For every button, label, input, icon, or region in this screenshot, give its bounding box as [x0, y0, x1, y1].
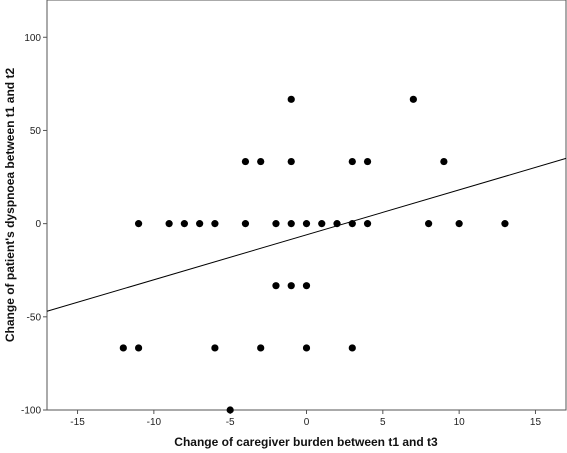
x-tick-label: -10 [147, 417, 162, 428]
x-tick-label: -5 [226, 417, 235, 428]
data-point [348, 220, 356, 228]
data-point [363, 157, 372, 166]
x-tick-label: 5 [380, 417, 386, 428]
data-point [302, 282, 311, 290]
data-point [226, 406, 234, 414]
data-points [119, 95, 509, 414]
x-axis-title: Change of caregiver burden between t1 an… [174, 435, 438, 449]
data-point [180, 220, 188, 228]
data-point [287, 220, 295, 228]
fit-line-layer [46, 157, 567, 312]
data-point [165, 220, 173, 228]
y-axis-title: Change of patient's dyspnoea between t1 … [3, 68, 17, 343]
data-point [348, 344, 356, 352]
data-point [501, 220, 509, 228]
data-point [333, 220, 341, 228]
data-point [241, 157, 250, 166]
data-point [409, 95, 417, 103]
data-point [318, 220, 326, 228]
data-point [196, 220, 204, 228]
y-tick-label: -50 [27, 312, 42, 323]
y-tick-label: -100 [21, 406, 41, 417]
x-axis-ticks: -15 -10 -5 0 5 10 15 [70, 410, 541, 428]
data-point [119, 344, 127, 352]
data-point [272, 220, 280, 228]
data-point [348, 157, 356, 166]
data-point [134, 344, 143, 352]
y-tick-label: 100 [24, 33, 41, 44]
y-tick-label: 0 [35, 219, 41, 230]
y-axis-ticks: -100 -50 0 50 100 [21, 33, 47, 417]
data-point [134, 220, 143, 228]
y-tick-label: 50 [30, 126, 42, 137]
data-point [272, 282, 280, 290]
data-point [302, 220, 311, 228]
data-point [241, 220, 250, 228]
data-point [257, 157, 265, 166]
plot-area-frame [46, 0, 567, 411]
data-point [363, 220, 372, 228]
data-point [425, 220, 433, 228]
x-tick-label: 10 [454, 417, 466, 428]
data-point [287, 157, 295, 166]
data-point [257, 344, 265, 352]
x-tick-label: 0 [304, 417, 310, 428]
data-point [287, 95, 295, 103]
data-point [287, 282, 295, 290]
data-point [455, 220, 463, 228]
data-point [440, 157, 448, 166]
x-tick-label: -15 [70, 417, 85, 428]
x-tick-label: 15 [530, 417, 542, 428]
data-point [211, 220, 219, 228]
data-point [302, 344, 311, 352]
data-point [211, 344, 219, 352]
regression-line [46, 157, 567, 312]
